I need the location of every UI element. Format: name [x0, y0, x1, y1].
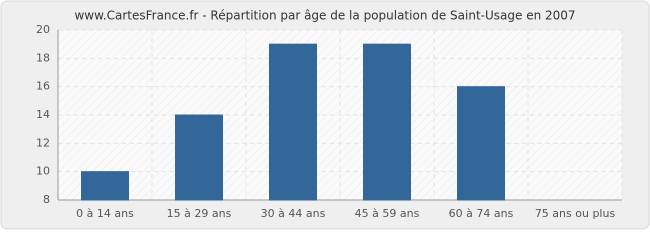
- y-tick-label: 14: [36, 108, 50, 121]
- bar: [81, 171, 129, 201]
- y-tick-label: 16: [36, 80, 50, 93]
- bar: [363, 43, 411, 201]
- y-tick-label: 20: [36, 23, 50, 36]
- bar: [457, 86, 505, 201]
- bar: [175, 114, 223, 201]
- y-tick-label: 18: [36, 51, 50, 64]
- x-tick-label: 45 à 59 ans: [355, 207, 420, 220]
- chart-title: www.CartesFrance.fr - Répartition par âg…: [74, 9, 575, 23]
- page: www.CartesFrance.fr - Répartition par âg…: [0, 0, 650, 230]
- y-tick-label: 12: [36, 136, 50, 149]
- x-tick-label: 15 à 29 ans: [167, 207, 232, 220]
- y-tick-label: 10: [36, 165, 50, 178]
- x-tick-label: 75 ans ou plus: [535, 207, 616, 220]
- y-tick-label: 8: [43, 193, 50, 206]
- x-tick-label: 0 à 14 ans: [76, 207, 134, 220]
- x-tick-label: 30 à 44 ans: [261, 207, 326, 220]
- x-tick-label: 60 à 74 ans: [449, 207, 514, 220]
- chart: www.CartesFrance.fr - Répartition par âg…: [0, 0, 650, 230]
- bar: [269, 43, 317, 201]
